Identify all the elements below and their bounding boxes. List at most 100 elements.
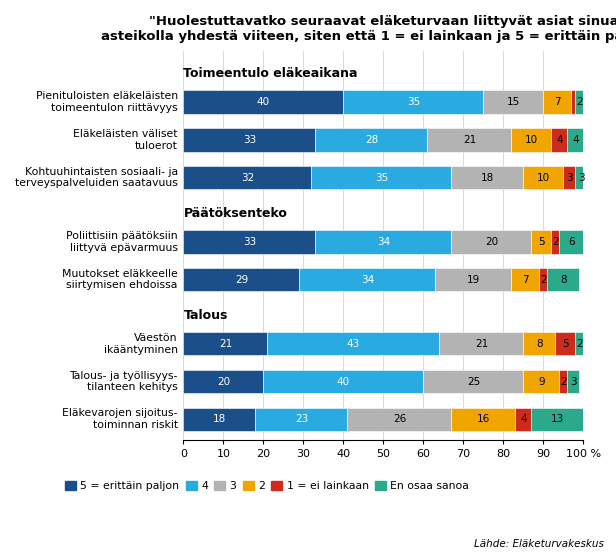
Bar (564, 166, 575, 189)
Bar (524, 370, 559, 393)
Bar (452, 166, 524, 189)
Bar (484, 91, 543, 114)
Text: 3: 3 (566, 173, 573, 183)
Text: 13: 13 (551, 414, 564, 424)
Bar (548, 268, 580, 291)
Text: 16: 16 (477, 414, 490, 424)
Text: Päätöksenteko: Päätöksenteko (184, 207, 287, 220)
Text: 6: 6 (568, 237, 575, 247)
Bar (511, 268, 540, 291)
Bar (423, 370, 524, 393)
Bar (184, 91, 344, 114)
Bar (315, 128, 428, 152)
Title: "Huolestuttavatko seuraavat eläketurvaan liittyvät asiat sinua
asteikolla yhdest: "Huolestuttavatko seuraavat eläketurvaan… (101, 15, 616, 43)
Text: 28: 28 (365, 135, 378, 145)
Text: Toimeentulo eläkeaikana: Toimeentulo eläkeaikana (184, 67, 358, 80)
Text: 40: 40 (257, 97, 270, 107)
Text: 5: 5 (538, 237, 545, 247)
Text: 4: 4 (520, 414, 527, 424)
Bar (511, 128, 551, 152)
Bar (256, 407, 347, 431)
Text: 2: 2 (576, 339, 583, 349)
Text: 32: 32 (241, 173, 254, 183)
Text: 10: 10 (537, 173, 550, 183)
Text: 18: 18 (213, 414, 226, 424)
Bar (312, 166, 452, 189)
Text: 43: 43 (347, 339, 360, 349)
Bar (452, 407, 516, 431)
Text: 35: 35 (407, 97, 420, 107)
Bar (556, 332, 575, 355)
Text: 4: 4 (556, 135, 563, 145)
Bar (540, 268, 548, 291)
Bar (559, 230, 583, 253)
Text: 23: 23 (295, 414, 308, 424)
Bar (184, 128, 315, 152)
Text: 19: 19 (467, 274, 480, 285)
Bar (439, 332, 524, 355)
Text: 29: 29 (235, 274, 248, 285)
Text: 7: 7 (522, 274, 529, 285)
Text: 2: 2 (576, 97, 583, 107)
Text: 4: 4 (572, 135, 579, 145)
Bar (559, 370, 567, 393)
Bar (267, 332, 439, 355)
Bar (299, 268, 436, 291)
Text: 2: 2 (560, 376, 567, 386)
Text: 8: 8 (560, 274, 567, 285)
Text: 5: 5 (562, 339, 569, 349)
Bar (567, 370, 580, 393)
Bar (264, 370, 423, 393)
Bar (315, 230, 452, 253)
Text: 9: 9 (538, 376, 545, 386)
Text: 25: 25 (467, 376, 480, 386)
Text: 34: 34 (377, 237, 390, 247)
Text: 21: 21 (463, 135, 476, 145)
Bar (575, 166, 588, 189)
Text: 3: 3 (570, 376, 577, 386)
Bar (551, 128, 567, 152)
Text: 2: 2 (540, 274, 547, 285)
Bar (428, 128, 511, 152)
Text: 21: 21 (219, 339, 232, 349)
Text: 34: 34 (361, 274, 374, 285)
Text: 35: 35 (375, 173, 388, 183)
Bar (184, 166, 312, 189)
Bar (575, 91, 583, 114)
Text: 33: 33 (243, 237, 256, 247)
Text: 26: 26 (393, 414, 406, 424)
Bar (543, 91, 572, 114)
Text: 7: 7 (554, 97, 561, 107)
Bar (524, 166, 564, 189)
Bar (347, 407, 452, 431)
Bar (532, 407, 583, 431)
Text: 33: 33 (243, 135, 256, 145)
Bar (436, 268, 511, 291)
Bar (184, 230, 315, 253)
Bar (575, 332, 583, 355)
Text: 20: 20 (217, 376, 230, 386)
Text: 10: 10 (525, 135, 538, 145)
Text: Talous: Talous (184, 309, 228, 322)
Bar (184, 407, 256, 431)
Text: 3: 3 (578, 173, 585, 183)
Text: 20: 20 (485, 237, 498, 247)
Bar (344, 91, 484, 114)
Bar (532, 230, 551, 253)
Bar (551, 230, 559, 253)
Text: 40: 40 (337, 376, 350, 386)
Text: 8: 8 (536, 339, 543, 349)
Bar (452, 230, 532, 253)
Bar (184, 332, 267, 355)
Text: 2: 2 (552, 237, 559, 247)
Text: 21: 21 (475, 339, 488, 349)
Bar (572, 91, 575, 114)
Bar (516, 407, 532, 431)
Bar (184, 268, 299, 291)
Bar (524, 332, 556, 355)
Bar (567, 128, 583, 152)
Bar (184, 370, 264, 393)
Text: 15: 15 (507, 97, 520, 107)
Legend: 5 = erittäin paljon, 4, 3, 2, 1 = ei lainkaan, En osaa sanoa: 5 = erittäin paljon, 4, 3, 2, 1 = ei lai… (61, 476, 474, 496)
Text: 18: 18 (481, 173, 494, 183)
